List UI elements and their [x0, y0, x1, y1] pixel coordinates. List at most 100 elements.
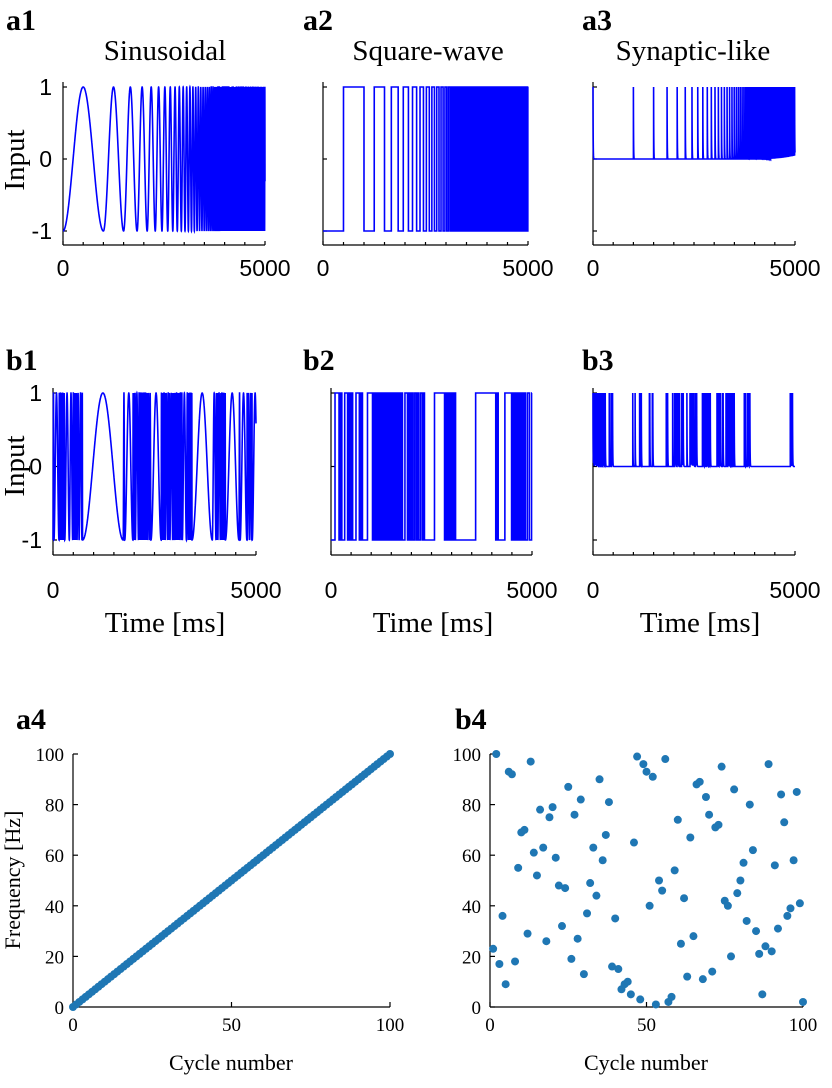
panel-a4: a4 Frequency [Hz] Cycle number 0 20 40 60 80…	[0, 703, 404, 1075]
data-point	[792, 787, 801, 796]
y-tick-label: 80	[45, 796, 64, 817]
data-point	[670, 866, 679, 875]
data-point	[579, 970, 588, 979]
plot-area: 0 20 40 60 80 100 0 50 100	[453, 745, 818, 1036]
y-tick-label: 1	[29, 380, 42, 406]
series-line	[323, 86, 529, 232]
data-point	[783, 911, 792, 920]
data-point	[745, 800, 754, 809]
data-point	[680, 894, 689, 903]
data-point	[661, 755, 670, 764]
data-point	[489, 944, 498, 953]
data-point	[539, 843, 548, 852]
data-point	[586, 879, 595, 888]
data-point	[636, 995, 645, 1004]
data-point	[589, 843, 598, 852]
x-tick-label: 50	[222, 1015, 241, 1036]
y-tick-label: 60	[45, 846, 64, 867]
data-point	[520, 825, 529, 834]
x-tick-label: 0	[587, 255, 600, 281]
data-point	[595, 775, 604, 784]
data-point	[564, 782, 573, 791]
panel-label: b2	[303, 344, 335, 377]
data-point	[764, 760, 773, 769]
data-point	[780, 818, 789, 827]
x-axis-label: Cycle number	[584, 1050, 709, 1075]
y-tick-label: 40	[462, 897, 481, 918]
data-point	[570, 810, 579, 819]
data-point	[611, 914, 620, 923]
plot-area: 0 5000	[587, 388, 821, 603]
data-point	[623, 977, 632, 986]
data-point	[651, 1000, 660, 1009]
y-tick-label: 40	[45, 897, 64, 918]
data-point	[608, 962, 617, 971]
data-point	[536, 805, 545, 814]
data-point	[755, 949, 764, 958]
panel-title: Square-wave	[352, 35, 503, 67]
series-line	[52, 390, 257, 543]
series-line	[592, 86, 796, 162]
plot-area: 0 5000	[325, 388, 558, 603]
data-point	[645, 901, 654, 910]
y-tick-label: 0	[29, 454, 42, 480]
panel-label: a3	[582, 4, 612, 37]
data-point	[676, 939, 685, 948]
data-point	[686, 833, 695, 842]
data-point	[548, 803, 557, 812]
data-point	[542, 937, 551, 946]
x-tick-label: 5000	[769, 255, 820, 281]
data-point	[683, 972, 692, 981]
data-point	[567, 954, 576, 963]
data-point	[601, 830, 610, 839]
data-point	[633, 752, 642, 761]
data-point	[673, 815, 682, 824]
data-point	[708, 967, 717, 976]
y-tick-label: 20	[45, 947, 64, 968]
data-point	[592, 891, 601, 900]
x-tick-label: 0	[325, 577, 338, 603]
data-point	[511, 957, 520, 966]
data-point	[667, 992, 676, 1001]
data-point	[739, 858, 748, 867]
data-point	[689, 932, 698, 941]
panel-b2: b2 Time [ms] 0 5000	[303, 344, 558, 639]
panel-label: a1	[6, 4, 36, 37]
x-axis-label: Time [ms]	[640, 607, 761, 639]
data-point	[733, 889, 742, 898]
y-tick-label: 20	[462, 947, 481, 968]
data-point	[642, 767, 651, 776]
panel-label: b3	[582, 344, 614, 377]
data-point	[727, 952, 736, 961]
data-point	[386, 750, 394, 758]
data-point	[501, 980, 510, 989]
x-tick-label: 0	[68, 1015, 78, 1036]
data-point	[626, 990, 635, 999]
x-tick-label: 5000	[230, 577, 281, 603]
y-tick-label: 100	[36, 745, 65, 766]
x-tick-label: 5000	[239, 255, 290, 281]
x-tick-label: 100	[376, 1015, 405, 1036]
x-tick-label: 50	[637, 1015, 656, 1036]
data-point	[770, 861, 779, 870]
data-point	[648, 772, 657, 781]
data-point	[604, 798, 613, 807]
data-point	[629, 838, 638, 847]
data-point	[573, 934, 582, 943]
panel-b3: b3 Time [ms] 0 5000	[582, 344, 821, 639]
y-tick-label: -1	[32, 218, 52, 244]
plot-area: 0 5000	[587, 82, 821, 281]
data-point	[761, 942, 770, 951]
plot-area: 0 20 40 60 80 100 0 50 100	[36, 745, 405, 1036]
data-point	[507, 770, 516, 779]
panel-label: b1	[6, 344, 38, 377]
y-tick-label: 1	[39, 74, 52, 100]
data-point	[795, 899, 804, 908]
x-tick-label: 5000	[769, 577, 820, 603]
data-point	[598, 856, 607, 865]
data-point	[742, 916, 751, 925]
y-tick-label: 0	[472, 998, 482, 1019]
